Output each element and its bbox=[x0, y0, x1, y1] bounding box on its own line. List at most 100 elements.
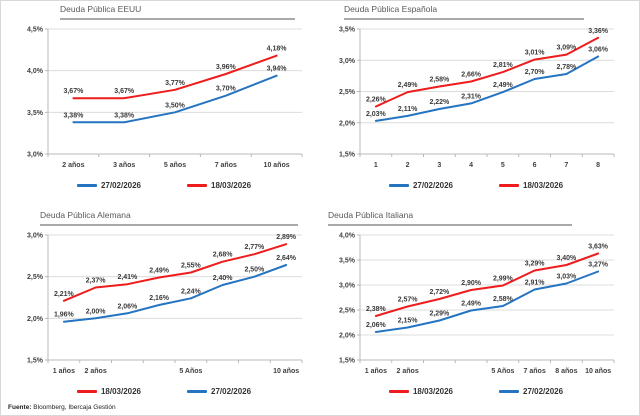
series-line-27-02-2026 bbox=[62, 264, 288, 323]
y-axis-tick-label: 2,5% bbox=[339, 308, 356, 315]
data-point-label: 3,67% bbox=[63, 88, 84, 95]
y-axis-tick-label: 2,0% bbox=[27, 316, 44, 323]
y-axis-tick-label: 2,0% bbox=[339, 120, 356, 127]
data-point-label: 2,57% bbox=[398, 297, 419, 304]
legend-label: 27/02/2026 bbox=[211, 386, 252, 396]
x-axis-tick-label: 7 años bbox=[215, 162, 237, 169]
data-point-label: 2,58% bbox=[493, 296, 514, 303]
x-axis-tick-label: 3 bbox=[437, 162, 441, 169]
chart-plot: 3,5% 3,0% 2,5% 2,0% 1,5% 1 2 3 4 5 6 7 8 2,03% 2,11% 2,… bbox=[339, 27, 615, 169]
data-point-label: 3,96% bbox=[216, 64, 237, 71]
data-point-label: 2,24% bbox=[181, 288, 202, 295]
x-axis-tick-label: 5 años bbox=[164, 162, 186, 169]
data-point-label: 2,90% bbox=[461, 280, 482, 287]
data-point-label: 3,40% bbox=[556, 255, 577, 262]
y-axis-tick-label: 3,5% bbox=[27, 110, 44, 117]
x-axis-tick-label: 1 años bbox=[53, 368, 75, 375]
data-point-label: 2,31% bbox=[461, 93, 482, 100]
data-point-label: 3,70% bbox=[216, 86, 237, 93]
data-point-label: 2,78% bbox=[556, 64, 577, 71]
chart-plot: 3,0% 2,5% 2,0% 1,5% 1 años 2 años 5 Años 10 año… bbox=[27, 233, 303, 375]
data-point-label: 2,55% bbox=[181, 263, 202, 270]
data-point-label: 2,64% bbox=[276, 255, 297, 262]
series-line-18-03-2026 bbox=[374, 36, 600, 108]
legend-label: 27/02/2026 bbox=[100, 180, 141, 190]
y-axis-tick-label: 1,5% bbox=[339, 358, 356, 365]
y-axis-tick-label: 4,0% bbox=[27, 68, 44, 75]
legend-swatch bbox=[499, 183, 519, 187]
legend-swatch bbox=[499, 389, 519, 393]
data-point-label: 2,91% bbox=[525, 280, 546, 287]
data-point-label: 2,21% bbox=[54, 291, 75, 298]
data-point-label: 3,09% bbox=[556, 45, 577, 52]
data-point-label: 2,06% bbox=[117, 303, 138, 310]
legend-item: 27/02/2026 bbox=[76, 180, 141, 190]
data-point-label: 2,49% bbox=[398, 82, 419, 89]
data-point-label: 2,16% bbox=[149, 295, 170, 302]
data-point-label: 2,70% bbox=[525, 69, 546, 76]
legend-label: 18/03/2026 bbox=[100, 386, 141, 396]
chart-title: Deuda Pública Italiana bbox=[328, 210, 572, 226]
y-axis-tick-label: 4,5% bbox=[27, 27, 44, 34]
data-point-label: 3,38% bbox=[63, 112, 84, 119]
y-axis-tick-label: 3,5% bbox=[339, 27, 356, 34]
chart-deuda-publica-eeuu: Deuda Pública EEUU 4,5% 4,0% 3,5% 3,0% 2 año… bbox=[16, 4, 312, 198]
y-axis-tick-label: 3,0% bbox=[339, 283, 356, 290]
chart-deuda-publica-alemana: Deuda Pública Alemana 3,0% 2,5% 2,0% 1,5% 1 … bbox=[16, 210, 312, 404]
source-label: Fuente: bbox=[8, 404, 32, 411]
data-point-label: 2,89% bbox=[276, 234, 297, 241]
legend-item: 18/03/2026 bbox=[388, 387, 453, 396]
data-point-label: 2,00% bbox=[86, 308, 107, 315]
data-point-label: 3,27% bbox=[588, 262, 609, 269]
data-point-label: 3,36% bbox=[588, 28, 609, 35]
x-axis-tick-label: 2 años bbox=[397, 368, 419, 375]
data-point-label: 2,58% bbox=[429, 77, 450, 84]
data-point-label: 2,03% bbox=[366, 111, 387, 118]
data-point-label: 2,22% bbox=[429, 99, 450, 106]
x-axis-tick-label: 5 Años bbox=[491, 368, 514, 375]
x-axis-tick-label: 5 bbox=[501, 162, 505, 169]
y-axis-tick-label: 3,0% bbox=[27, 152, 44, 159]
chart-legend: 18/03/2026 27/02/2026 bbox=[16, 384, 312, 398]
legend-item: 27/02/2026 bbox=[187, 387, 251, 396]
legend-swatch bbox=[76, 389, 97, 393]
legend-swatch bbox=[76, 183, 97, 187]
chart-deuda-publica-espanola: Deuda Pública Española 3,5% 3,0% 2,5% 2,0% 1… bbox=[328, 4, 624, 198]
data-point-label: 3,94% bbox=[267, 66, 288, 73]
legend-item: 18/03/2026 bbox=[76, 386, 141, 396]
data-point-label: 4,18% bbox=[267, 46, 288, 53]
legend-label: 18/03/2026 bbox=[523, 180, 564, 190]
data-point-label: 3,06% bbox=[588, 47, 609, 54]
data-point-label: 2,29% bbox=[429, 311, 450, 318]
legend-item: 18/03/2026 bbox=[187, 181, 251, 190]
data-point-label: 2,40% bbox=[213, 275, 234, 282]
legend-swatch bbox=[388, 183, 409, 187]
y-axis-tick-label: 2,5% bbox=[27, 274, 44, 281]
y-axis-tick-label: 2,5% bbox=[339, 89, 356, 96]
legend-item: 27/02/2026 bbox=[499, 387, 563, 396]
x-axis-tick-label: 1 bbox=[374, 162, 378, 169]
x-axis-tick-label: 2 años bbox=[62, 162, 84, 169]
x-axis-tick-label: 5 Años bbox=[179, 368, 202, 375]
data-point-label: 2,49% bbox=[149, 268, 170, 275]
data-point-label: 3,29% bbox=[525, 261, 546, 268]
data-point-label: 3,38% bbox=[114, 112, 135, 119]
chart-plot: 4,5% 4,0% 3,5% 3,0% 2 años 3 años 5 años 7 años… bbox=[27, 27, 303, 169]
data-point-label: 1,96% bbox=[54, 312, 75, 319]
data-point-label: 3,63% bbox=[588, 244, 609, 251]
data-point-label: 2,11% bbox=[398, 106, 418, 113]
legend-label: 27/02/2026 bbox=[412, 180, 453, 190]
x-axis-tick-label: 7 bbox=[564, 162, 568, 169]
x-axis-tick-label: 6 bbox=[533, 162, 537, 169]
data-point-label: 2,37% bbox=[86, 278, 107, 285]
data-point-label: 2,81% bbox=[493, 62, 514, 69]
data-point-label: 3,77% bbox=[165, 80, 186, 87]
chart-legend: 18/03/2026 27/02/2026 bbox=[328, 384, 624, 398]
data-point-label: 2,49% bbox=[493, 82, 514, 89]
y-axis-tick-label: 4,0% bbox=[339, 233, 356, 240]
chart-legend: 27/02/2026 18/03/2026 bbox=[16, 178, 312, 192]
data-point-label: 3,50% bbox=[165, 102, 186, 109]
legend-item: 18/03/2026 bbox=[499, 181, 563, 190]
legend-swatch bbox=[187, 389, 207, 393]
data-point-label: 2,99% bbox=[493, 276, 514, 283]
